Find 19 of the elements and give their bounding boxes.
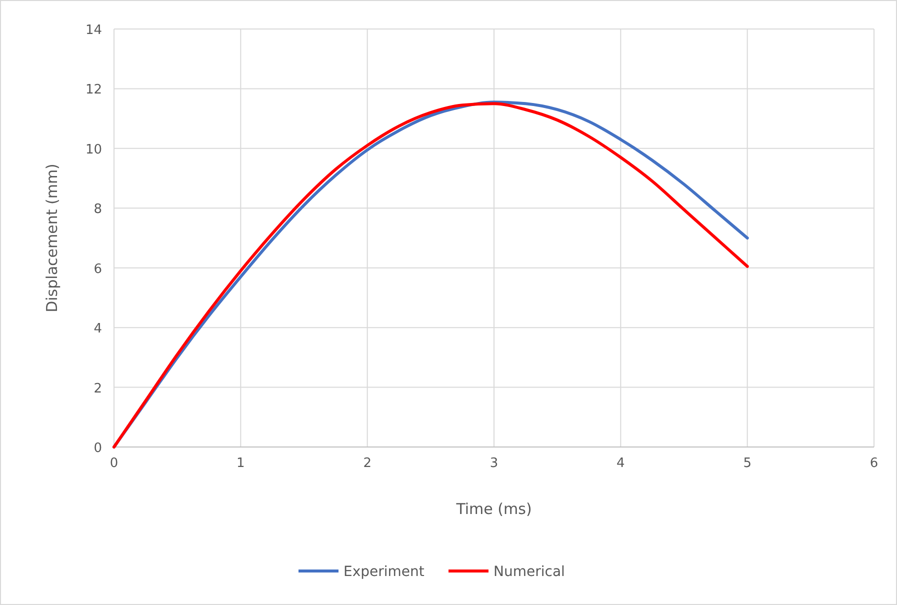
y-tick-label: 6: [94, 262, 102, 277]
x-axis-title: Time (ms): [455, 500, 532, 518]
y-tick-label: 10: [85, 142, 102, 158]
x-tick-label: 0: [110, 456, 118, 471]
y-tick-label: 8: [94, 202, 102, 218]
x-tick-label: 2: [363, 456, 372, 471]
y-tick-label: 2: [94, 381, 102, 396]
y-tick-label: 12: [85, 82, 102, 98]
x-tick-label: 6: [870, 456, 878, 471]
legend-label: Numerical: [494, 564, 565, 580]
x-tick-label: 5: [743, 456, 752, 471]
y-tick-label: 14: [85, 23, 102, 38]
x-tick-label: 1: [236, 456, 245, 471]
x-tick-label: 4: [616, 456, 625, 471]
y-tick-label: 4: [94, 322, 102, 337]
y-tick-label: 0: [94, 441, 102, 456]
y-axis-title: Displacement (mm): [43, 164, 61, 312]
x-tick-label: 3: [490, 456, 498, 471]
legend-label: Experiment: [344, 564, 425, 580]
